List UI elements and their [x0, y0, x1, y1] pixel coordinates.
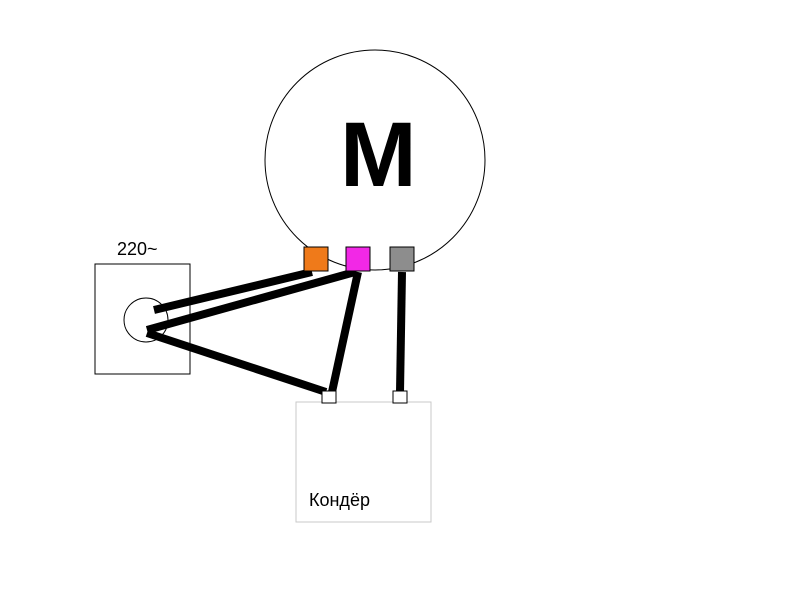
magenta-terminal — [346, 247, 370, 271]
capacitor-label: Кондёр — [309, 490, 370, 511]
orange-terminal — [304, 247, 328, 271]
wiring-diagram — [0, 0, 800, 600]
outlet-socket — [124, 298, 168, 342]
capacitor-port-1 — [322, 391, 336, 403]
gray-to-cap-right — [400, 272, 402, 392]
gray-terminal — [390, 247, 414, 271]
outlet-bot-to-cap-left — [147, 333, 326, 392]
magenta-to-cap-left — [332, 272, 358, 392]
capacitor-port-2 — [393, 391, 407, 403]
outlet-label: 220~ — [117, 239, 158, 260]
motor-label: M — [340, 103, 417, 208]
